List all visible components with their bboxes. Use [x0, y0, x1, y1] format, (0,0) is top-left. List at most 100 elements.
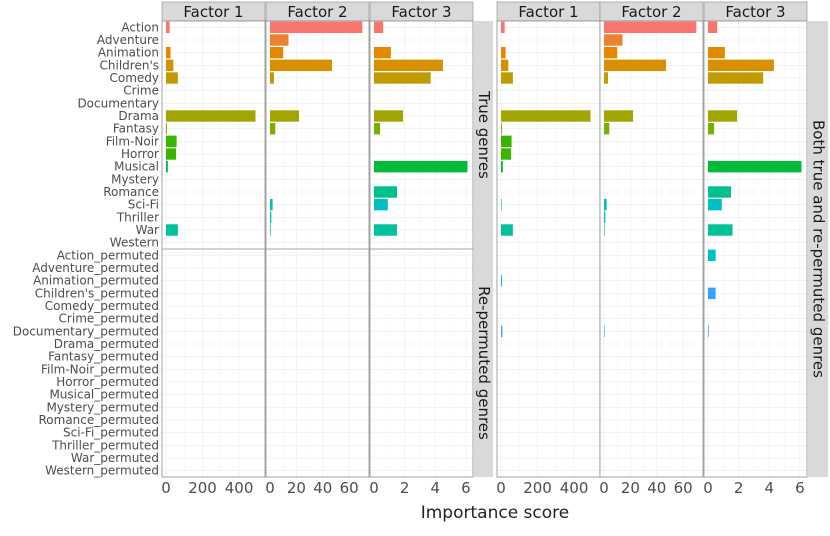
facet-row-strip-re-permuted-genres — [474, 249, 493, 477]
bar-panel1-factor-2-children-s — [604, 59, 667, 72]
x-tick-label-1-0-400: 400 — [560, 479, 589, 497]
x-tick-label-0-2-4: 4 — [431, 479, 441, 497]
bar-panel1-factor-2-action — [604, 21, 697, 34]
category-label-animation-permuted: Animation_permuted — [33, 274, 159, 288]
bar-panel0-factor-2-thriller — [270, 211, 272, 224]
bar-panel1-factor-1-musical — [501, 160, 503, 173]
x-tick-label-0-2-2: 2 — [400, 479, 410, 497]
category-label-comedy: Comedy — [109, 71, 159, 85]
bar-panel1-factor-3-sci-fi — [708, 198, 722, 211]
bar-panel0-factor-2-adventure — [270, 34, 289, 46]
bar-panel1-factor-1-war — [501, 224, 513, 236]
x-tick-label-1-2-4: 4 — [765, 479, 775, 497]
category-label-musical-permuted: Musical_permuted — [49, 388, 159, 402]
bar-panel0-factor-2-children-s — [270, 59, 333, 72]
bar-panel0-factor-1-fantasy — [166, 122, 167, 135]
x-tick-label-0-1-0: 0 — [265, 479, 275, 497]
bar-panel0-factor-3-sci-fi — [374, 198, 388, 211]
bar-panel0-factor-3-children-s — [374, 59, 443, 72]
x-tick-label-0-0-0: 0 — [161, 479, 171, 497]
bar-panel1-factor-1-fantasy — [501, 122, 502, 135]
category-label-thriller-permuted: Thriller_permuted — [51, 438, 159, 452]
bar-panel0-factor-3-action — [374, 21, 384, 34]
bar-panel1-factor-1-sci-fi — [501, 198, 502, 211]
bar-panel0-factor-2-comedy — [270, 72, 274, 84]
bar-panel1-factor-3-children-s — [708, 59, 774, 72]
x-tick-label-1-1-20: 20 — [621, 479, 640, 497]
category-label-crime-permuted: Crime_permuted — [59, 312, 159, 326]
bar-panel0-factor-3-romance — [374, 186, 397, 198]
x-tick-label-0-0-200: 200 — [188, 479, 217, 497]
category-label-children-s-permuted: Children's_permuted — [35, 286, 159, 300]
x-tick-label-1-2-6: 6 — [795, 479, 805, 497]
category-label-mystery-permuted: Mystery_permuted — [46, 400, 159, 414]
x-tick-label-1-1-40: 40 — [647, 479, 666, 497]
bar-panel1-factor-1-children-s — [501, 59, 509, 72]
bar-panel1-factor-2-drama — [604, 110, 634, 122]
bar-panel1-factor-1-documentary-permuted — [501, 325, 503, 338]
category-label-war: War — [136, 223, 159, 237]
facet-row-label-both-genres: Both true and re-permuted genres — [810, 120, 828, 378]
x-tick-label-1-2-2: 2 — [734, 479, 744, 497]
bar-panel1-factor-3-comedy — [708, 72, 764, 84]
bar-panel0-factor-1-film-noir — [166, 135, 177, 148]
facet-column-label-panel0-factor-2: Factor 2 — [287, 3, 347, 21]
bar-panel1-factor-1-action — [501, 21, 505, 34]
category-label-crime: Crime — [123, 84, 159, 98]
category-label-mystery: Mystery — [111, 172, 159, 186]
category-label-fantasy-permuted: Fantasy_permuted — [48, 350, 159, 364]
category-label-horror-permuted: Horror_permuted — [56, 375, 159, 389]
bar-panel0-factor-3-animation — [374, 46, 391, 59]
category-label-action: Action — [121, 20, 159, 34]
bar-panel1-factor-3-romance — [708, 186, 731, 198]
category-label-horror: Horror — [121, 147, 159, 161]
bar-panel1-factor-1-film-noir — [501, 135, 512, 148]
x-axis-title: Importance score — [421, 503, 570, 523]
category-label-drama: Drama — [118, 109, 159, 123]
category-label-action-permuted: Action_permuted — [57, 248, 159, 262]
x-tick-label-1-1-60: 60 — [674, 479, 693, 497]
x-tick-label-0-1-20: 20 — [287, 479, 306, 497]
bar-panel0-factor-2-animation — [270, 46, 284, 59]
bar-panel1-factor-2-documentary-permuted — [604, 325, 605, 338]
plot-layer: ActionAdventureAnimationChildren'sComedy… — [13, 1, 828, 497]
bar-panel1-factor-3-fantasy — [708, 122, 715, 135]
bar-panel0-factor-3-comedy — [374, 72, 431, 84]
category-label-western: Western — [110, 236, 159, 250]
category-label-comedy-permuted: Comedy_permuted — [45, 299, 159, 313]
x-tick-label-1-2-0: 0 — [703, 479, 713, 497]
bar-panel0-factor-2-action — [270, 21, 363, 34]
bar-panel0-factor-1-war — [166, 224, 178, 236]
panel-background-1-0 — [497, 21, 600, 477]
category-label-drama-permuted: Drama_permuted — [54, 337, 159, 351]
x-tick-label-1-0-200: 200 — [523, 479, 552, 497]
category-label-war-permuted: War_permuted — [71, 451, 159, 465]
panel-border-1-1 — [599, 20, 704, 478]
category-label-film-noir: Film-Noir — [106, 134, 159, 148]
bar-panel0-factor-1-action — [166, 21, 170, 34]
bar-panel1-factor-2-adventure — [604, 34, 623, 46]
bar-panel1-factor-2-war — [604, 224, 605, 236]
panel-border-1-2 — [703, 20, 808, 478]
category-label-adventure-permuted: Adventure_permuted — [32, 261, 159, 275]
facet-row-strip-both-genres — [808, 21, 828, 477]
bar-panel0-factor-1-horror — [166, 148, 177, 160]
bar-panel1-factor-2-fantasy — [604, 122, 610, 135]
bar-panel0-factor-2-drama — [270, 110, 300, 122]
bar-panel1-factor-1-animation — [501, 46, 506, 59]
category-label-musical: Musical — [114, 160, 159, 174]
category-label-documentary-permuted: Documentary_permuted — [13, 324, 159, 338]
bar-panel1-factor-3-animation — [708, 46, 725, 59]
panel-background-1-2 — [704, 21, 807, 477]
x-tick-label-0-1-60: 60 — [340, 479, 359, 497]
bar-panel1-factor-1-drama — [501, 110, 591, 122]
facet-column-label-panel0-factor-1: Factor 1 — [183, 3, 243, 21]
category-label-documentary: Documentary — [77, 96, 159, 110]
bar-panel0-factor-3-drama — [374, 110, 404, 122]
x-tick-label-1-0-0: 0 — [496, 479, 506, 497]
category-label-children-s: Children's — [100, 58, 159, 72]
bar-panel1-factor-3-musical — [708, 160, 802, 173]
bar-panel0-factor-1-drama — [166, 110, 256, 122]
bar-panel1-factor-3-children-s-permuted — [708, 287, 716, 300]
